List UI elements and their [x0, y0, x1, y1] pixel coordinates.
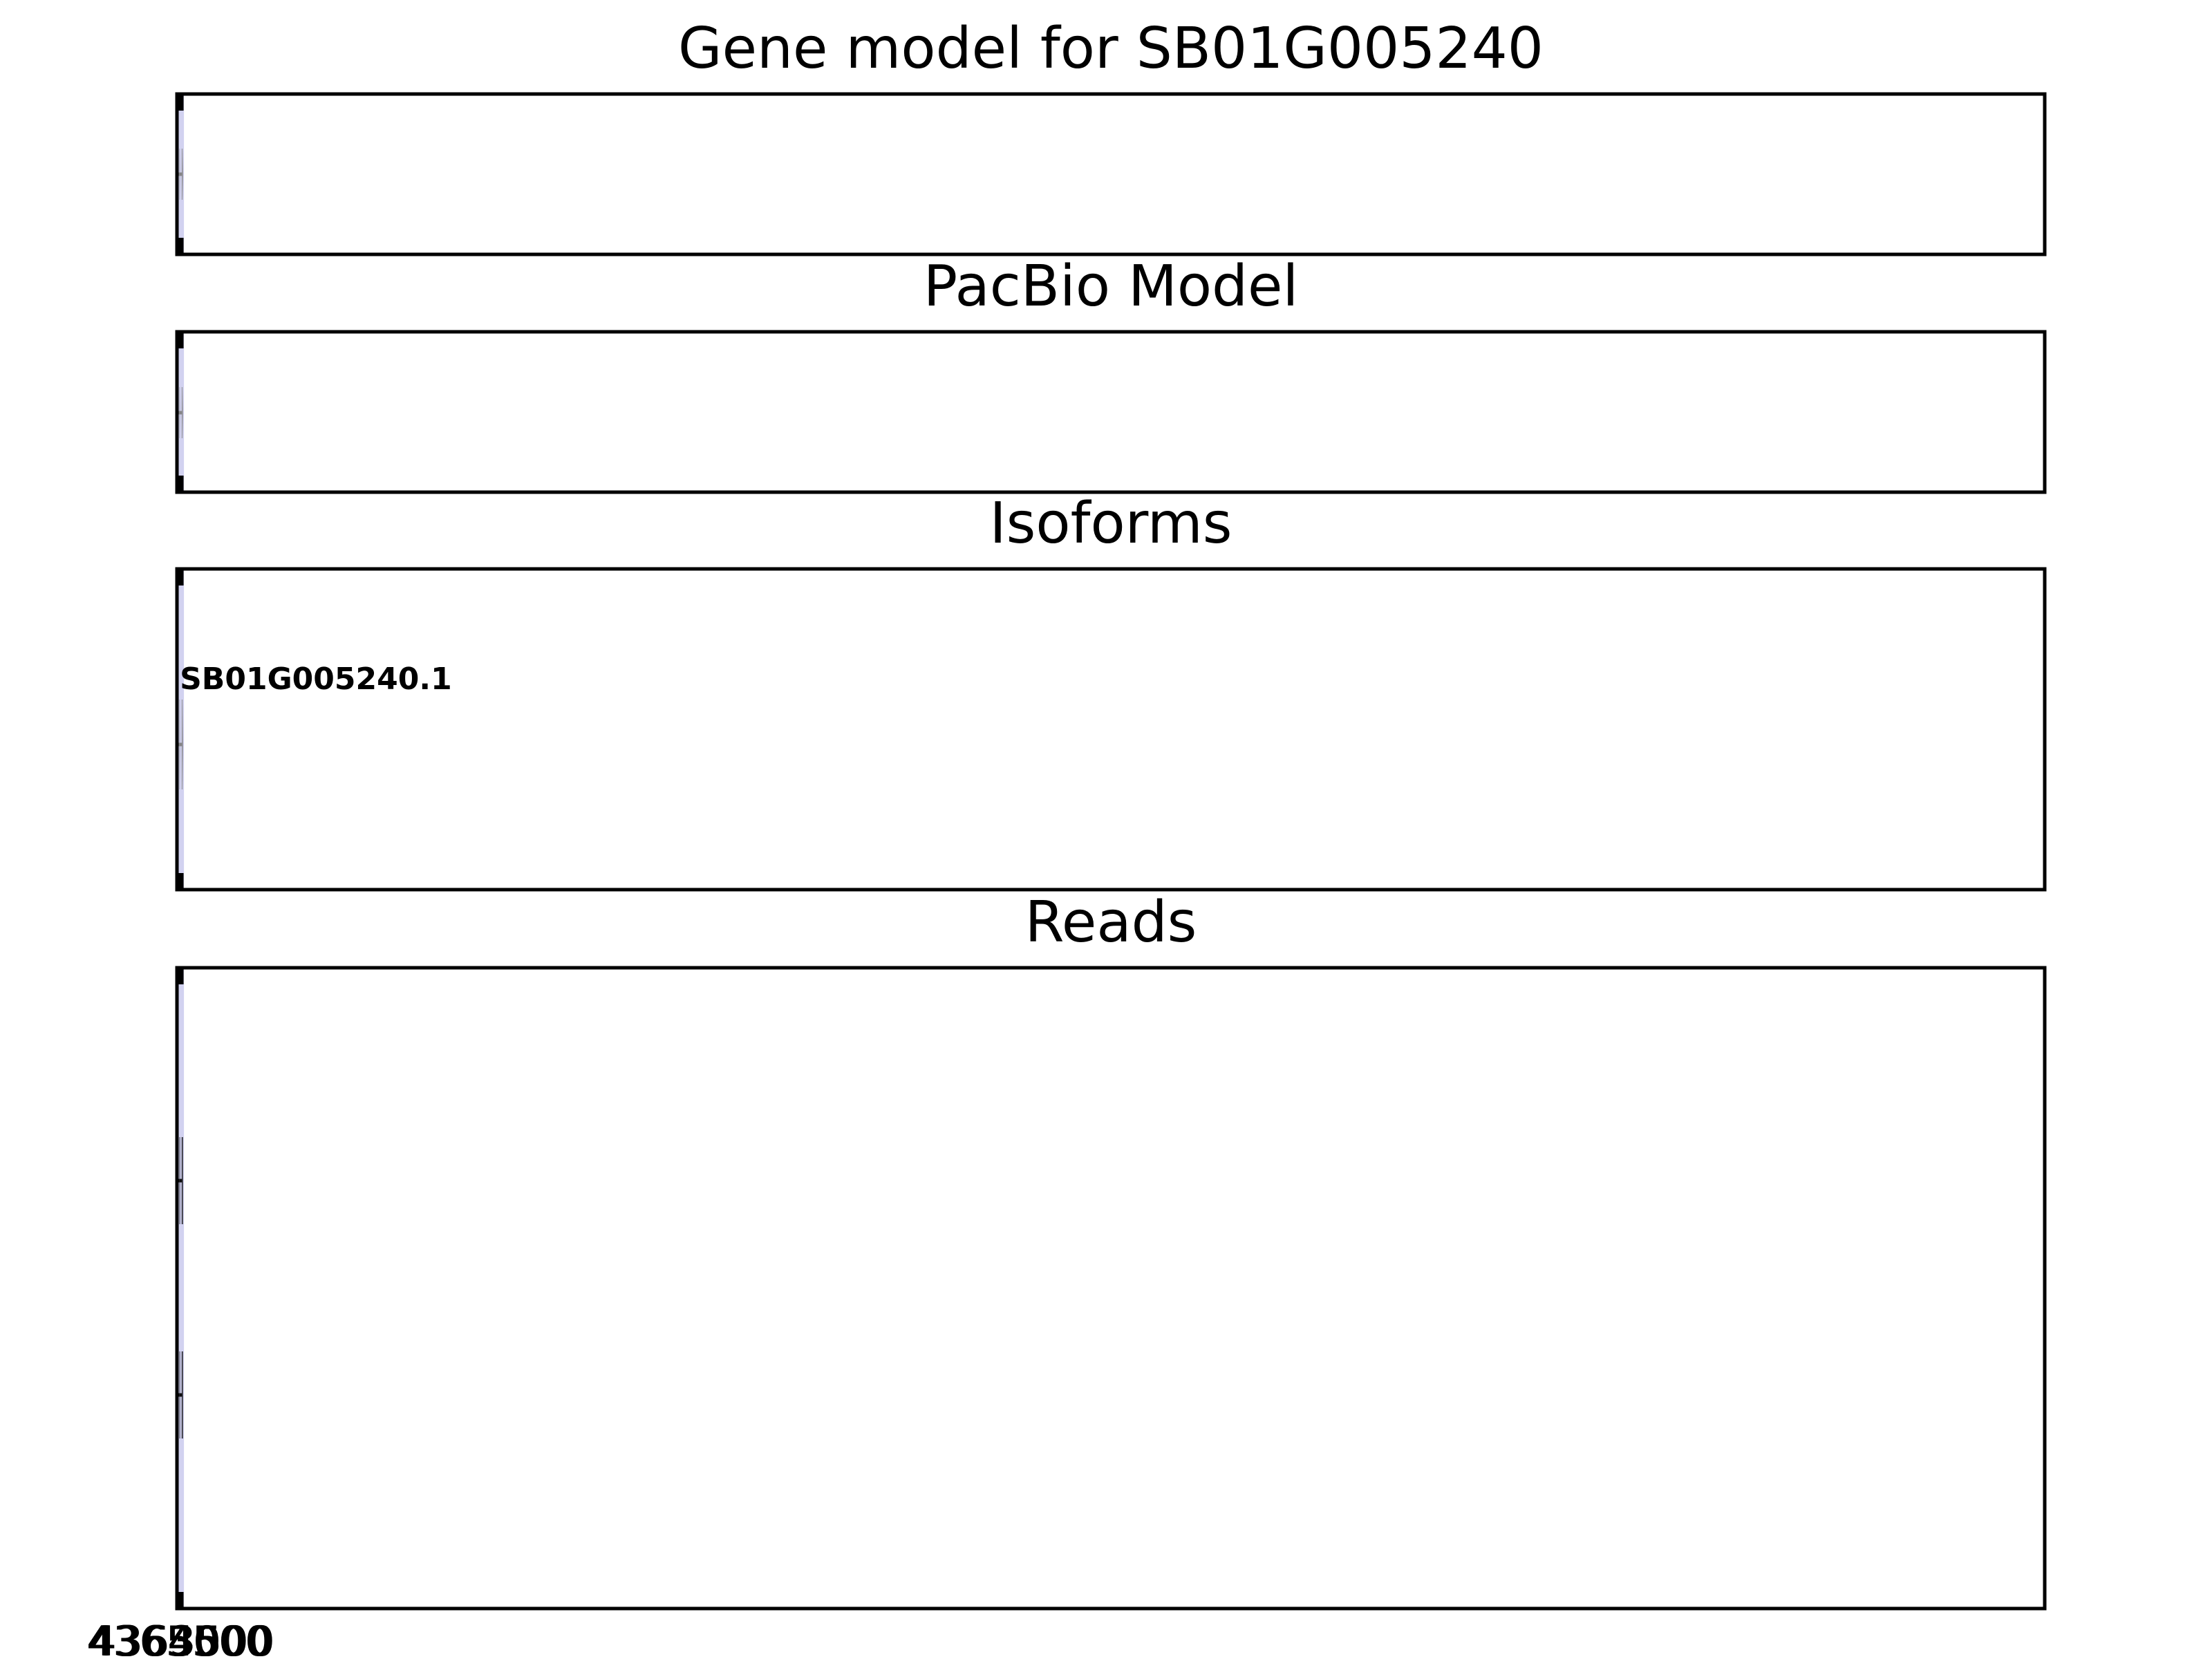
panel-1-title: Gene model for SB01G005240	[678, 16, 1544, 82]
x-tick-label-4: 4364000	[89, 1618, 274, 1659]
x-tick-label-1: 4365500	[86, 1618, 271, 1659]
panel-3-frame	[175, 567, 2047, 892]
panel-3-title: Isoforms	[990, 491, 1232, 556]
panel-4-frame	[175, 966, 2047, 1611]
panel-2-frame	[175, 330, 2047, 494]
x-tick-label-2: 4365000	[87, 1618, 272, 1659]
x-tick-label-5: 4363500	[90, 1618, 274, 1659]
panel-1-frame	[175, 92, 2047, 256]
panel-2-title: PacBio Model	[924, 254, 1299, 319]
panel-4-title: Reads	[1025, 890, 1197, 955]
x-tick-label-3: 4364500	[88, 1618, 273, 1659]
panel-3-track-1-label: SB01G005240.1	[180, 662, 452, 697]
